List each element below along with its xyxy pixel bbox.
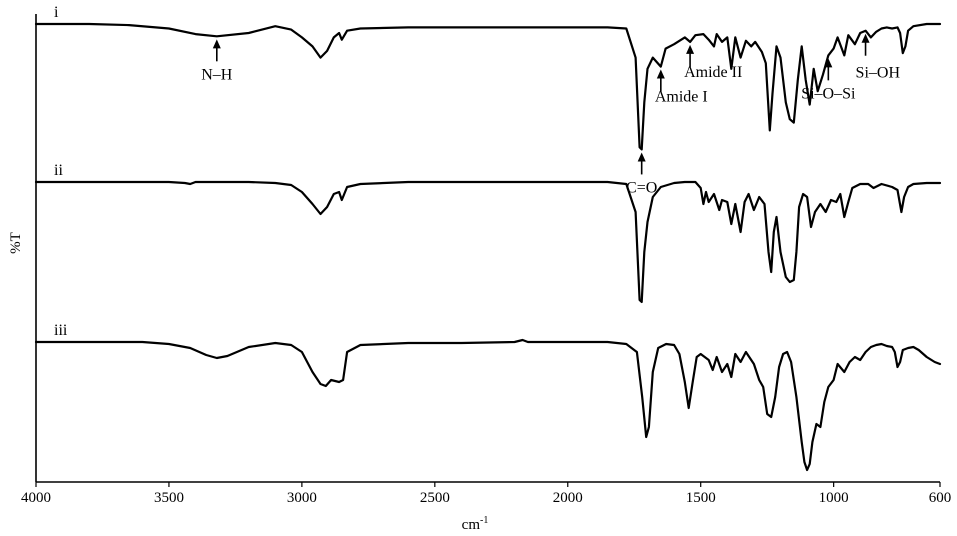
annotation-arrow-head [686,44,695,54]
trace-iii [34,338,942,472]
y-axis-label: %T [8,232,24,254]
trace-label-iii: iii [54,322,68,339]
annotation-label: N–H [201,66,233,83]
trace-label-i: i [54,4,59,21]
annotation-label: Si–OH [856,65,901,82]
x-axis-label: cm-1 [462,515,489,533]
x-tick-label: 1000 [819,490,849,506]
x-tick-label: 2000 [553,490,583,506]
trace-label-ii: ii [54,162,63,179]
annotation-label: Si–O–Si [801,85,856,102]
x-tick-label: 4000 [21,490,51,506]
x-axis-unit-exponent: -1 [480,515,488,526]
axes [35,14,940,483]
trace-ii [34,180,942,304]
x-tick-label: 1500 [686,490,716,506]
x-ticks: 4000 3500 3000 2500 2000 1500 1000 600 [21,482,951,506]
x-axis-unit: cm [462,517,481,533]
annotation-arrow-head [861,33,870,43]
annotation-label: C=O [626,179,657,196]
annotation-arrow-head [212,39,221,49]
annotation-arrow-head [656,69,665,79]
x-tick-label: 2500 [420,490,450,506]
trace-i [34,22,942,151]
x-tick-label: 3000 [287,490,317,506]
x-tick-label: 600 [929,490,952,506]
annotation-label: Amide II [684,64,742,81]
x-tick-label: 3500 [154,490,184,506]
annotation-label: Amide I [655,89,708,106]
annotation-arrow-head [824,58,833,68]
annotation-arrow-head [637,152,646,162]
